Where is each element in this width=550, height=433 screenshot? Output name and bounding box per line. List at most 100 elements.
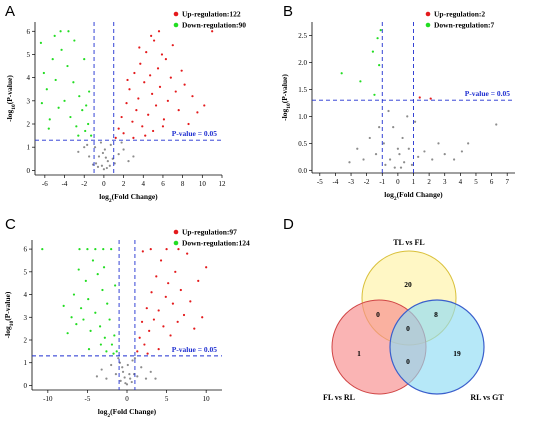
- point-not-significant-a: [132, 155, 135, 158]
- point-not-significant-b: [467, 142, 470, 145]
- point-not-significant-b: [403, 161, 406, 164]
- point-down-regulation-a: [84, 129, 87, 133]
- x-tick-label-c: 0: [125, 395, 129, 403]
- point-up-regulation-c: [179, 288, 182, 292]
- point-not-significant-a: [103, 148, 106, 151]
- point-down-regulation-a: [63, 99, 66, 102]
- point-up-regulation-a: [196, 111, 199, 114]
- point-up-regulation-c: [201, 316, 204, 319]
- point-down-regulation-c: [101, 288, 104, 292]
- point-down-regulation-a: [51, 57, 54, 61]
- point-down-regulation-a: [81, 108, 84, 112]
- point-not-significant-b: [413, 120, 417, 123]
- point-up-regulation-a: [132, 136, 135, 140]
- point-not-significant-b: [374, 153, 378, 156]
- point-up-regulation-c: [186, 252, 189, 255]
- point-down-regulation-c: [114, 284, 117, 287]
- legend-marker-a: [173, 22, 179, 28]
- point-not-significant-b: [392, 126, 395, 129]
- x-tick-label-a: 4: [142, 180, 146, 188]
- point-down-regulation-c: [84, 279, 87, 283]
- point-up-regulation-c: [182, 313, 186, 317]
- venn-count-fl-rl-rl-gt: 0: [406, 357, 410, 366]
- point-not-significant-a: [104, 156, 107, 159]
- point-not-significant-a: [83, 146, 86, 149]
- x-tick-label-a: 0: [102, 180, 106, 188]
- point-not-significant-a: [120, 141, 123, 144]
- point-not-significant-b: [410, 163, 414, 167]
- x-tick-label-a: -4: [62, 180, 68, 188]
- point-not-significant-a: [108, 164, 111, 167]
- point-down-regulation-c: [94, 311, 97, 314]
- legend-marker-c: [173, 240, 179, 246]
- point-not-significant-a: [86, 143, 89, 146]
- point-not-significant-c: [129, 377, 132, 380]
- point-down-regulation-b: [376, 37, 379, 40]
- venn-count-all: 0: [406, 324, 410, 333]
- x-tick-label-b: 5: [474, 178, 478, 186]
- point-up-regulation-a: [138, 46, 141, 49]
- y-tick-label-b: 1.5: [298, 86, 307, 94]
- point-not-significant-c: [149, 370, 152, 373]
- point-not-significant-a: [109, 143, 112, 146]
- point-up-regulation-c: [157, 347, 160, 351]
- point-not-significant-a: [97, 155, 101, 158]
- point-down-regulation-a: [60, 48, 63, 51]
- point-up-regulation-c: [136, 350, 139, 353]
- point-not-significant-b: [460, 150, 464, 153]
- point-up-regulation-a: [145, 51, 148, 54]
- legend-marker-c: [173, 229, 179, 235]
- point-down-regulation-a: [39, 41, 43, 44]
- x-tick-label-b: -4: [333, 178, 339, 186]
- point-not-significant-b: [453, 158, 456, 161]
- point-up-regulation-c: [165, 247, 168, 251]
- point-up-regulation-a: [156, 67, 160, 70]
- legend-marker-a: [173, 11, 179, 17]
- point-up-regulation-c: [159, 259, 163, 262]
- point-down-regulation-c: [112, 352, 115, 355]
- point-up-regulation-c: [176, 320, 179, 323]
- x-tick-label-b: 3: [443, 178, 447, 186]
- point-not-significant-c: [117, 357, 120, 360]
- point-up-regulation-a: [164, 57, 167, 61]
- point-not-significant-a: [100, 164, 104, 167]
- panel-letter-a: A: [5, 3, 15, 20]
- point-down-regulation-b: [359, 80, 362, 83]
- point-down-regulation-b: [378, 64, 381, 67]
- x-tick-label-a: 6: [161, 180, 165, 188]
- point-up-regulation-c: [174, 270, 177, 273]
- legend-label-b: Up-regulation:2: [434, 10, 485, 19]
- point-up-regulation-a: [139, 62, 142, 65]
- point-up-regulation-a: [177, 108, 180, 112]
- point-up-regulation-a: [133, 71, 136, 75]
- point-down-regulation-c: [115, 350, 118, 353]
- point-not-significant-c: [121, 366, 124, 369]
- point-not-significant-a: [106, 159, 109, 163]
- point-up-regulation-a: [141, 125, 144, 128]
- point-not-significant-a: [127, 159, 130, 163]
- point-not-significant-c: [125, 383, 129, 386]
- panel-letter-b: B: [283, 3, 293, 20]
- point-not-significant-b: [356, 147, 359, 150]
- point-not-significant-b: [417, 155, 420, 158]
- point-not-significant-a: [96, 165, 100, 168]
- point-down-regulation-c: [87, 347, 91, 351]
- x-tick-label-b: 0: [396, 178, 400, 186]
- venn-count-tl-fl-rl: 0: [376, 310, 380, 319]
- point-not-significant-b: [368, 136, 371, 140]
- point-down-regulation-a: [48, 118, 51, 121]
- point-down-regulation-b: [379, 28, 382, 32]
- panel-letter-d: D: [283, 216, 294, 233]
- point-not-significant-b: [393, 166, 396, 169]
- point-down-regulation-c: [110, 247, 113, 251]
- point-up-regulation-a: [180, 69, 183, 72]
- point-up-regulation-c: [140, 320, 144, 323]
- point-not-significant-a: [77, 150, 80, 153]
- point-down-regulation-a: [88, 90, 91, 93]
- y-tick-label-c: 2: [24, 337, 28, 345]
- point-not-significant-b: [398, 153, 401, 156]
- point-down-regulation-c: [82, 318, 85, 321]
- y-tick-label-c: 3: [24, 314, 28, 322]
- point-up-regulation-c: [193, 327, 196, 330]
- point-not-significant-b: [431, 158, 434, 161]
